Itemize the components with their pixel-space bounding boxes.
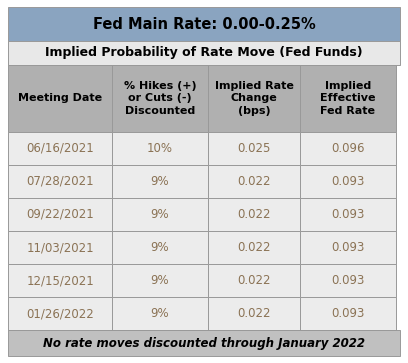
Text: 9%: 9% [151,175,169,188]
Text: 9%: 9% [151,208,169,221]
Bar [208,132,300,165]
Text: Meeting Date: Meeting Date [18,93,102,103]
Text: Implied
Effective
Fed Rate: Implied Effective Fed Rate [320,81,376,116]
Bar [8,165,112,198]
Bar [112,165,208,198]
Bar [300,231,396,264]
Bar [208,231,300,264]
Bar [112,65,208,132]
Bar [300,264,396,297]
Text: 12/15/2021: 12/15/2021 [26,274,94,287]
Bar [208,65,300,132]
Bar [300,297,396,330]
Text: 0.022: 0.022 [237,274,271,287]
Bar [8,231,112,264]
Text: 9%: 9% [151,274,169,287]
Bar [8,297,112,330]
Text: 07/28/2021: 07/28/2021 [26,175,94,188]
Text: 9%: 9% [151,241,169,254]
Text: 0.022: 0.022 [237,241,271,254]
Text: 10%: 10% [147,142,173,155]
Bar [112,198,208,231]
Bar [208,264,300,297]
Bar [112,231,208,264]
Text: Fed Main Rate: 0.00-0.25%: Fed Main Rate: 0.00-0.25% [93,17,315,32]
Text: % Hikes (+)
or Cuts (-)
Discounted: % Hikes (+) or Cuts (-) Discounted [124,81,196,116]
Bar [300,165,396,198]
Text: 09/22/2021: 09/22/2021 [26,208,94,221]
Text: 06/16/2021: 06/16/2021 [26,142,94,155]
Text: 0.093: 0.093 [331,175,365,188]
Bar [300,198,396,231]
Text: 0.025: 0.025 [237,142,271,155]
Bar [300,132,396,165]
Bar [112,264,208,297]
Text: Implied Probability of Rate Move (Fed Funds): Implied Probability of Rate Move (Fed Fu… [45,46,363,60]
Bar [8,330,400,356]
Text: 01/26/2022: 01/26/2022 [26,307,94,320]
Text: 0.093: 0.093 [331,274,365,287]
Bar [8,7,400,41]
Bar [112,297,208,330]
Text: Implied Rate
Change
(bps): Implied Rate Change (bps) [215,81,293,116]
Bar [8,198,112,231]
Text: 0.022: 0.022 [237,208,271,221]
Text: 0.093: 0.093 [331,241,365,254]
Bar [8,132,112,165]
Bar [8,41,400,65]
Bar [208,297,300,330]
Bar [208,165,300,198]
Text: 9%: 9% [151,307,169,320]
Bar [8,264,112,297]
Text: 0.093: 0.093 [331,208,365,221]
Bar [112,132,208,165]
Text: 11/03/2021: 11/03/2021 [26,241,94,254]
Text: 0.022: 0.022 [237,175,271,188]
Text: 0.096: 0.096 [331,142,365,155]
Text: No rate moves discounted through January 2022: No rate moves discounted through January… [43,337,365,350]
Text: 0.093: 0.093 [331,307,365,320]
Text: 0.022: 0.022 [237,307,271,320]
Bar [8,65,112,132]
Bar [208,198,300,231]
Bar [300,65,396,132]
